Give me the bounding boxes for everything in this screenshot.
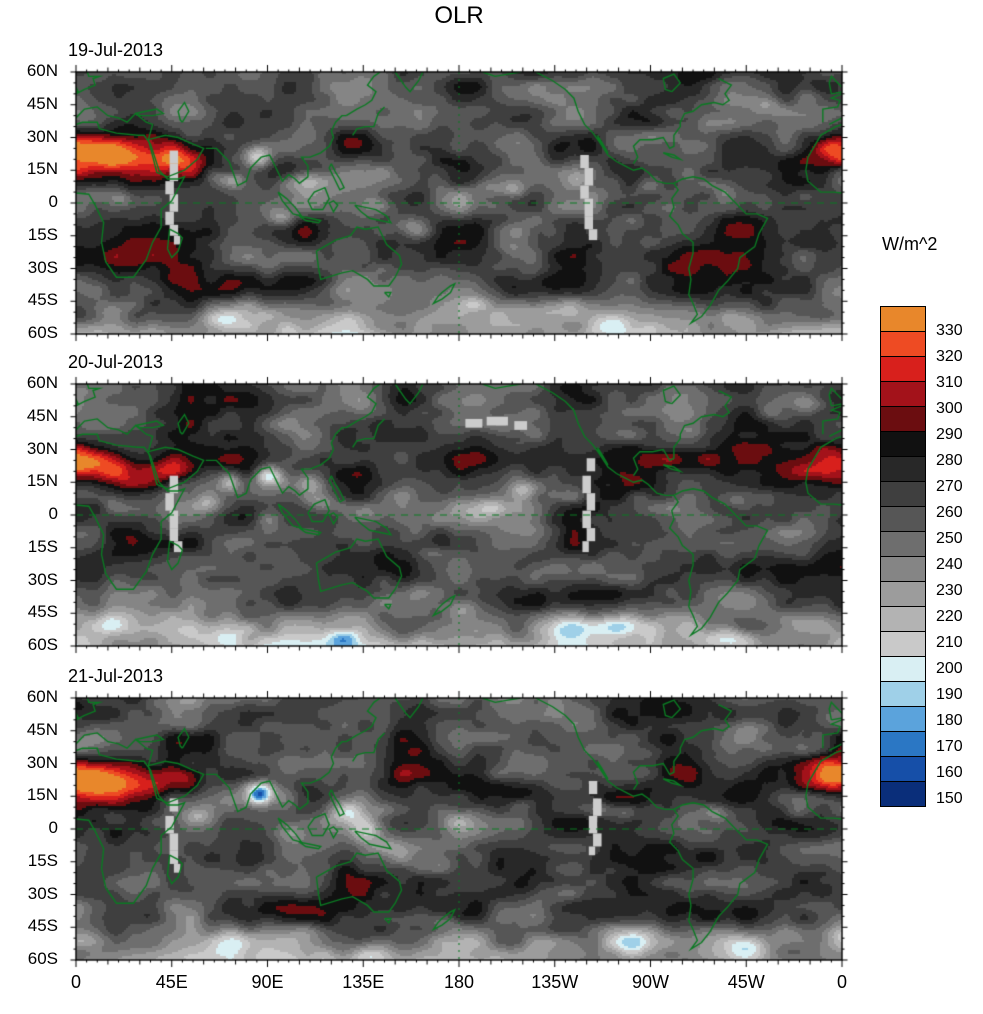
x-tick-label: 0	[836, 972, 847, 992]
y-tick-label: 0	[48, 192, 58, 211]
chart-title: OLR	[434, 2, 484, 29]
colorbar-tick-label: 180	[936, 712, 963, 729]
panel-date-3: 21-Jul-2013	[68, 666, 164, 686]
y-tick-label: 60N	[26, 61, 58, 80]
colorbar-tick-label: 280	[936, 452, 963, 469]
map-canvas-2	[64, 690, 854, 968]
colorbar-box	[880, 406, 926, 432]
colorbar-tick-label: 220	[936, 608, 963, 625]
x-tick-label: 135E	[342, 972, 385, 992]
y-tick-label: 15N	[26, 785, 58, 805]
y-tick-label: 30S	[27, 569, 58, 589]
y-tick-label: 45S	[27, 916, 58, 936]
map-panel-2: 20-Jul-2013 60N 45N 30N 15N 0 15S 30S 45S 60S	[6, 352, 876, 662]
map-canvas-0	[64, 64, 854, 342]
colorbar-box	[880, 606, 926, 632]
y-tick-label: 15S	[27, 850, 58, 870]
colorbar-unit-label: W/m^2	[882, 234, 938, 254]
x-tick-label: 90E	[251, 972, 284, 992]
y-tick-label: 30N	[26, 752, 58, 772]
y-tick-label: 30N	[26, 438, 58, 458]
colorbar-tick-label: 190	[936, 686, 963, 703]
colorbar-tick-label: 250	[936, 530, 963, 547]
x-tick-label: 180	[443, 972, 475, 992]
y-tick-label: 0	[48, 504, 58, 523]
colorbar-box	[880, 706, 926, 732]
colorbar-box	[880, 531, 926, 557]
panel-date-1: 19-Jul-2013	[68, 40, 164, 60]
y-tick-label: 0	[48, 818, 58, 837]
colorbar-tick-label: 300	[936, 400, 963, 417]
colorbar-tick-label: 170	[936, 738, 963, 755]
colorbar-box	[880, 506, 926, 532]
colorbar-box	[880, 681, 926, 707]
colorbar-tick-label: 150	[936, 790, 963, 807]
colorbar-tick-label: 320	[936, 348, 963, 365]
y-tick-label: 30S	[27, 883, 58, 903]
x-tick-label: 0	[70, 972, 81, 992]
colorbar-box	[880, 781, 926, 807]
colorbar-tick-label: 330	[936, 322, 963, 339]
y-tick-label: 15S	[27, 224, 58, 244]
y-tick-label: 45N	[26, 93, 58, 113]
colorbar-box	[880, 581, 926, 607]
y-tick-label: 60S	[27, 949, 58, 968]
x-tick-label: 90W	[631, 972, 669, 992]
y-tick-label: 15S	[27, 536, 58, 556]
y-tick-label: 60S	[27, 323, 58, 342]
colorbar-box	[880, 431, 926, 457]
colorbar-box	[880, 631, 926, 657]
y-tick-label: 45S	[27, 290, 58, 310]
colorbar-box	[880, 306, 926, 332]
colorbar-box	[880, 731, 926, 757]
map-panel-1: 19-Jul-2013 60N 45N 30N 15N 0 15S 30S 45S 60S	[6, 40, 876, 350]
colorbar-tick-label: 230	[936, 582, 963, 599]
colorbar-tick-label: 240	[936, 556, 963, 573]
colorbar-box	[880, 481, 926, 507]
map-panel-3: 21-Jul-2013 60N 45N 30N 15N 0 15S 30S 45S 60S 0 45…	[6, 666, 876, 1006]
y-tick-label: 60N	[26, 687, 58, 706]
y-tick-label: 60N	[26, 373, 58, 392]
y-tick-label: 30S	[27, 257, 58, 277]
colorbar-box	[880, 756, 926, 782]
colorbar-box	[880, 556, 926, 582]
colorbar-tick-label: 270	[936, 478, 963, 495]
colorbar-tick-label: 260	[936, 504, 963, 521]
y-tick-label: 60S	[27, 635, 58, 654]
y-tick-label: 30N	[26, 126, 58, 146]
colorbar-box	[880, 356, 926, 382]
colorbar-tick-label: 210	[936, 634, 963, 651]
y-tick-label: 45S	[27, 602, 58, 622]
colorbar: 330 320 310 300 290 280 270 260 250 240 230 220 210 2…	[880, 306, 983, 836]
panel-date-2: 20-Jul-2013	[68, 352, 164, 372]
y-tick-label: 15N	[26, 159, 58, 179]
colorbar-tick-label: 310	[936, 374, 963, 391]
colorbar-tick-label: 290	[936, 426, 963, 443]
colorbar-tick-label: 160	[936, 764, 963, 781]
y-tick-label: 15N	[26, 471, 58, 491]
map-canvas-1	[64, 376, 854, 654]
colorbar-box	[880, 656, 926, 682]
colorbar-box	[880, 331, 926, 357]
x-tick-label: 45E	[155, 972, 188, 992]
y-tick-label: 45N	[26, 719, 58, 739]
y-tick-label: 45N	[26, 405, 58, 425]
x-tick-label: 135W	[531, 972, 579, 992]
colorbar-box	[880, 381, 926, 407]
colorbar-box	[880, 456, 926, 482]
colorbar-tick-label: 200	[936, 660, 963, 677]
x-tick-label: 45W	[727, 972, 765, 992]
